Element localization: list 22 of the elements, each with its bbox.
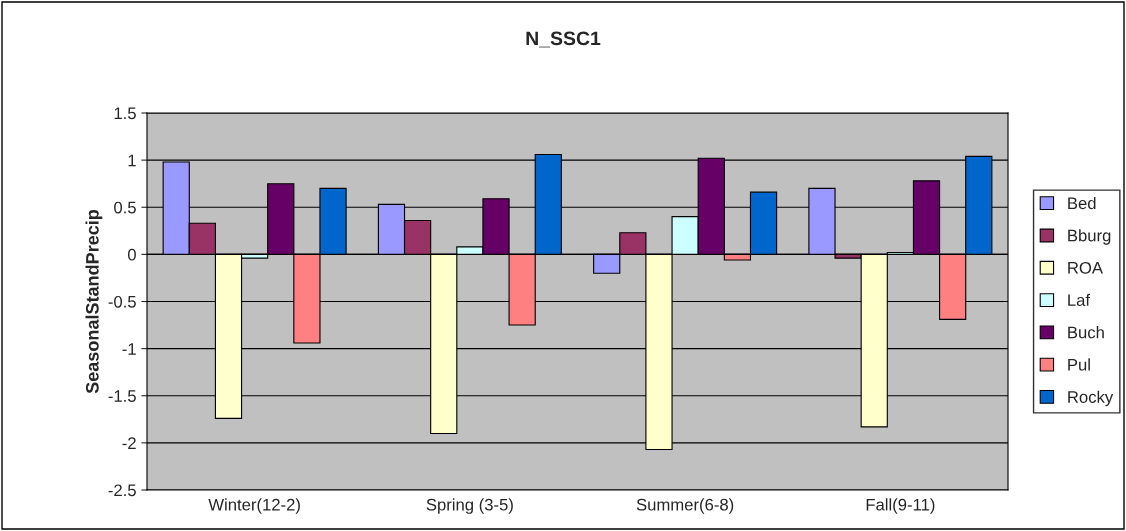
x-tick-label: Spring (3-5) xyxy=(426,498,513,514)
y-tick-label: 1.5 xyxy=(114,107,136,120)
y-tick-label: -2 xyxy=(122,437,136,449)
legend-label: Bburg xyxy=(1068,229,1111,245)
y-tick-label: 0 xyxy=(127,248,136,261)
legend-label: Buch xyxy=(1068,326,1104,339)
x-tick-label: Winter(12-2) xyxy=(208,498,300,514)
y-tick-label: -0.5 xyxy=(108,295,136,308)
legend-label: Pul xyxy=(1068,358,1090,371)
y-tick-label: 0.5 xyxy=(114,201,136,214)
x-tick-label: Summer(6-8) xyxy=(636,498,734,514)
legend-label: Laf xyxy=(1068,293,1091,307)
y-tick-label: -2.5 xyxy=(108,484,136,497)
y-tick-label: -1 xyxy=(122,343,136,355)
legend-label: Bed xyxy=(1068,196,1096,210)
x-tick-label: Fall(9-11) xyxy=(866,498,935,514)
chart-title: N_SSC1 xyxy=(526,31,601,48)
y-tick-label: 1 xyxy=(128,154,136,167)
y-tick-label: -1.5 xyxy=(108,390,136,402)
legend-label: ROA xyxy=(1068,261,1103,274)
legend-label: Rocky xyxy=(1068,390,1114,407)
y-axis-title: SeasonalStandPrecip xyxy=(85,209,103,394)
